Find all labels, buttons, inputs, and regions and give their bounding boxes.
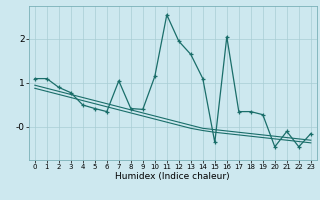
- X-axis label: Humidex (Indice chaleur): Humidex (Indice chaleur): [116, 172, 230, 181]
